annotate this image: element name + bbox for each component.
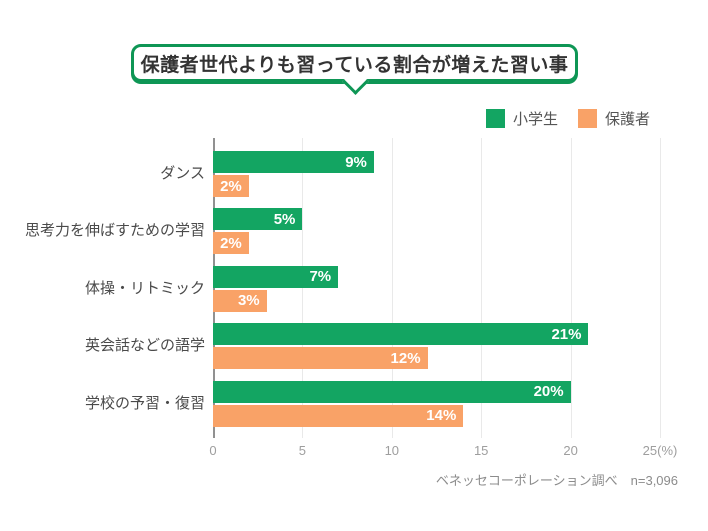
legend-item-parents: 保護者 [578, 108, 650, 129]
bar-保護者-3: 12% [213, 347, 428, 370]
y-axis-line [213, 138, 215, 438]
bar-小学生-4: 20% [213, 380, 571, 403]
bar-小学生-2: 7% [213, 265, 339, 288]
student-color-swatch [486, 109, 505, 128]
x-tick-label-25(%): 25(%) [642, 443, 678, 458]
x-tick-label-10: 10 [384, 443, 400, 458]
legend-label-students: 小学生 [513, 111, 559, 128]
x-tick-label-15: 15 [473, 443, 489, 458]
category-label-4: 学校の予習・復習 [84, 394, 205, 412]
chart-title: 保護者世代よりも習っている割合が増えた習い事 [140, 54, 569, 76]
category-label-2: 体操・リトミック [84, 279, 205, 297]
legend-label-parents: 保護者 [605, 111, 651, 128]
gridline-20 [570, 138, 572, 438]
category-label-1: 思考力を伸ばすための学習 [24, 222, 205, 240]
gridline-5 [302, 138, 304, 438]
bar-小学生-0: 9% [213, 151, 374, 173]
x-tick-label-0: 0 [209, 443, 217, 458]
parent-color-swatch [578, 109, 598, 128]
category-label-3: 英会話などの語学 [84, 337, 205, 355]
bar-小学生-3: 21% [213, 323, 589, 346]
bar-保護者-1: 2% [213, 232, 249, 255]
bar-保護者-4: 14% [213, 404, 464, 427]
x-tick-label-5: 5 [298, 443, 306, 458]
gridline-15 [481, 138, 483, 438]
gridline-10 [391, 138, 393, 438]
category-label-0: ダンス [160, 165, 205, 182]
legend-item-students: 小学生 [486, 108, 558, 129]
bar-保護者-2: 3% [213, 289, 267, 312]
legend: 小学生 保護者 [486, 108, 650, 129]
x-tick-label-20: 20 [563, 443, 578, 458]
plot-area: 9% 2% 5% 2% 7% 3% 21% 12% 20% 14% [213, 138, 661, 438]
bar-保護者-0: 2% [213, 175, 249, 197]
source-note: ベネッセコーポレーション調べ n=3,096 [435, 473, 678, 488]
gridline-25(%) [660, 138, 661, 438]
bar-小学生-1: 5% [213, 208, 303, 231]
